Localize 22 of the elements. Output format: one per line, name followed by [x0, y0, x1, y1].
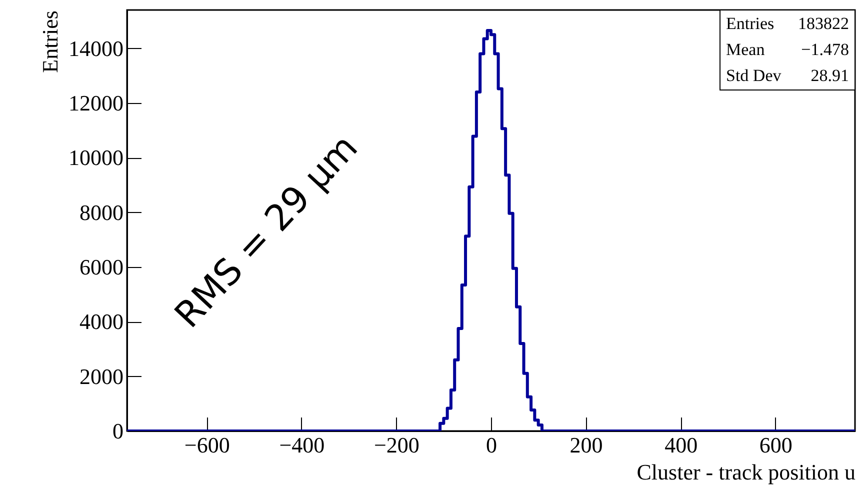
y-tick-label: 10000	[68, 145, 124, 170]
x-tick-label: −200	[374, 432, 420, 458]
annotation: 183822	[798, 14, 849, 33]
y-axis-title: Entries	[38, 10, 62, 73]
y-tick-label: 4000	[80, 309, 124, 334]
annotation: 28.91	[810, 66, 849, 85]
y-tick-label: 2000	[80, 364, 124, 389]
annotation: Mean	[726, 40, 766, 59]
y-tick-label: 12000	[68, 90, 124, 116]
x-tick-label: 0	[486, 432, 497, 458]
x-tick-label: −600	[184, 432, 230, 458]
annotation: Entries	[726, 14, 774, 33]
annotation: Std Dev	[726, 66, 782, 85]
annotation: −1.478	[801, 40, 849, 59]
x-tick-label: 400	[664, 432, 698, 458]
x-tick-label: 600	[759, 432, 792, 458]
x-axis-title: Cluster - track position u	[636, 460, 856, 484]
y-tick-label: 8000	[80, 200, 124, 225]
y-tick-label: 14000	[68, 36, 124, 61]
x-tick-label: 200	[570, 432, 603, 458]
x-tick-label: −400	[279, 432, 325, 458]
y-tick-label: 6000	[80, 254, 124, 280]
